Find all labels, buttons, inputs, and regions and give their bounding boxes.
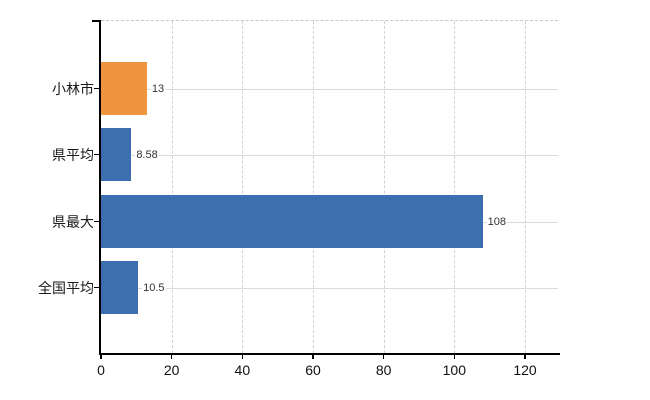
bar-全国平均 [101,261,139,314]
y-axis-tick [94,153,100,156]
x-tick-label: 120 [513,362,537,378]
bar-県平均 [101,128,132,181]
y-axis-top-tick [92,20,100,22]
x-axis-tick [170,355,173,359]
vertical-gridline [171,21,173,353]
x-axis-line [99,353,560,355]
x-axis-tick [100,355,102,359]
y-axis-tick [94,87,100,90]
value-label: 13 [150,83,166,95]
category-label: 全国平均 [38,279,94,296]
bar-県最大 [101,195,483,248]
value-label: 10.5 [142,282,166,294]
category-label: 県平均 [52,146,94,163]
category-label: 小林市 [52,80,94,97]
x-axis-tick [312,355,314,359]
plot-top-border [101,20,558,21]
x-tick-label: 40 [234,362,251,378]
x-tick-label: 100 [442,362,466,378]
vertical-gridline [242,21,244,353]
vertical-gridline [313,21,314,353]
x-tick-label: 60 [305,362,321,378]
value-label: 8.58 [135,149,159,161]
x-axis-tick [241,355,244,359]
x-tick-label: 80 [375,362,392,378]
x-axis-tick [453,355,456,359]
vertical-gridline [454,21,456,353]
value-label: 108 [486,216,507,228]
vertical-gridline [525,21,526,353]
horizontal-gridline [101,88,558,90]
x-axis-tick [382,355,385,359]
horizontal-gridline [101,287,558,289]
vertical-gridline [383,21,385,353]
x-axis-tick [524,355,526,359]
y-axis-line [99,20,101,355]
horizontal-gridline [101,154,558,156]
y-axis-tick [94,220,100,223]
category-label: 県最大 [52,213,94,230]
y-axis-tick [94,286,100,289]
bar-小林市 [101,62,147,115]
x-tick-label: 20 [163,362,180,378]
x-tick-label: 0 [97,362,105,378]
